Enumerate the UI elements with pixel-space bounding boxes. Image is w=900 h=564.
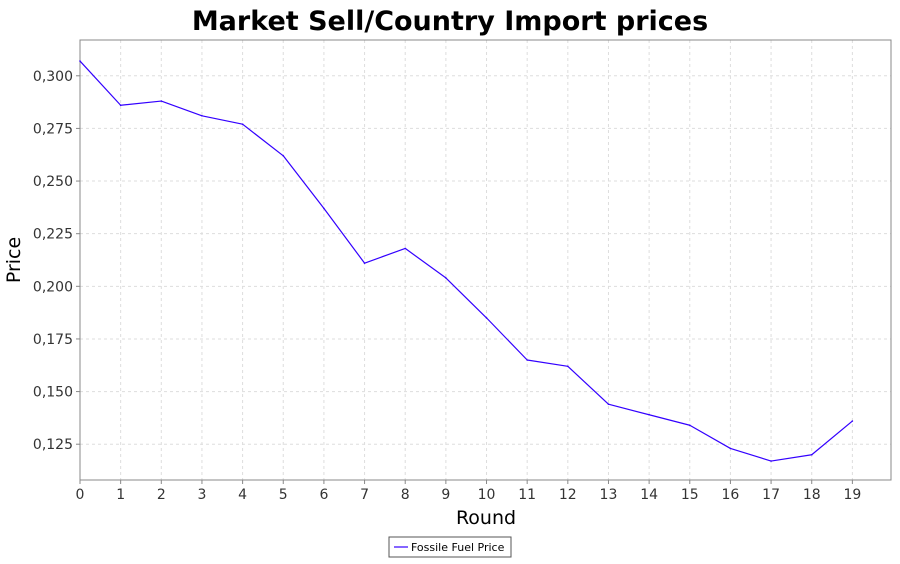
y-tick-label: 0,275 <box>33 121 73 137</box>
x-tick-label: 3 <box>197 487 206 503</box>
x-tick-label: 8 <box>401 487 410 503</box>
data-point <box>241 123 244 126</box>
data-point <box>526 359 528 361</box>
chart-title: Market Sell/Country Import prices <box>192 6 708 37</box>
series-layer <box>79 60 854 462</box>
data-point <box>567 365 569 368</box>
x-tick-label: 2 <box>157 487 166 503</box>
data-point <box>119 104 122 107</box>
x-tick-label: 4 <box>238 487 247 503</box>
x-tick-label: 14 <box>640 487 658 503</box>
y-tick-label: 0,250 <box>33 174 73 190</box>
data-point <box>363 262 366 264</box>
data-point <box>323 207 325 210</box>
grid-lines <box>79 40 891 480</box>
x-tick-label: 6 <box>319 487 328 503</box>
data-point <box>201 114 203 117</box>
y-axis-label: Price <box>3 237 25 283</box>
data-point <box>607 403 610 406</box>
y-tick-label: 0,300 <box>33 69 73 85</box>
x-tick-label: 7 <box>360 487 369 503</box>
series-line-0 <box>79 60 853 462</box>
data-point <box>729 447 732 450</box>
x-tick-label: 9 <box>441 487 450 503</box>
x-tick-label: 18 <box>803 487 821 503</box>
data-point <box>770 460 772 462</box>
x-tick-label: 1 <box>116 487 125 503</box>
y-tick-label: 0,225 <box>33 227 73 243</box>
x-axis-label: Round <box>456 507 516 529</box>
x-tick-label: 16 <box>722 487 740 503</box>
data-point <box>79 60 81 62</box>
legend-label: Fossile Fuel Price <box>411 541 505 554</box>
y-tick-label: 0,125 <box>33 437 73 453</box>
x-tick-label: 17 <box>762 487 780 503</box>
data-point <box>851 420 854 422</box>
x-tick-label: 12 <box>559 487 577 503</box>
data-point <box>810 453 813 456</box>
x-tick-label: 10 <box>478 487 496 503</box>
axis-ticks: 0,125 0,150 0,175 0,200 0,225 0,250 0,275 0,300… <box>33 69 861 503</box>
y-tick-label: 0,200 <box>33 279 73 295</box>
x-tick-label: 13 <box>600 487 618 503</box>
legend-box <box>388 536 512 558</box>
data-point <box>282 154 285 157</box>
x-tick-label: 0 <box>76 487 85 503</box>
legend: Fossile Fuel Price <box>388 536 512 558</box>
y-tick-label: 0,175 <box>33 332 73 348</box>
data-point <box>485 317 488 319</box>
x-tick-label: 15 <box>681 487 699 503</box>
plot-area <box>79 39 892 481</box>
y-tick-label: 0,150 <box>33 385 73 401</box>
data-point <box>160 100 163 102</box>
x-tick-label: 5 <box>279 487 288 503</box>
data-point <box>648 413 650 416</box>
data-point <box>445 277 447 279</box>
data-point <box>688 424 691 427</box>
x-tick-label: 11 <box>518 487 536 503</box>
x-tick-label: 19 <box>843 487 861 503</box>
data-point <box>404 247 407 250</box>
